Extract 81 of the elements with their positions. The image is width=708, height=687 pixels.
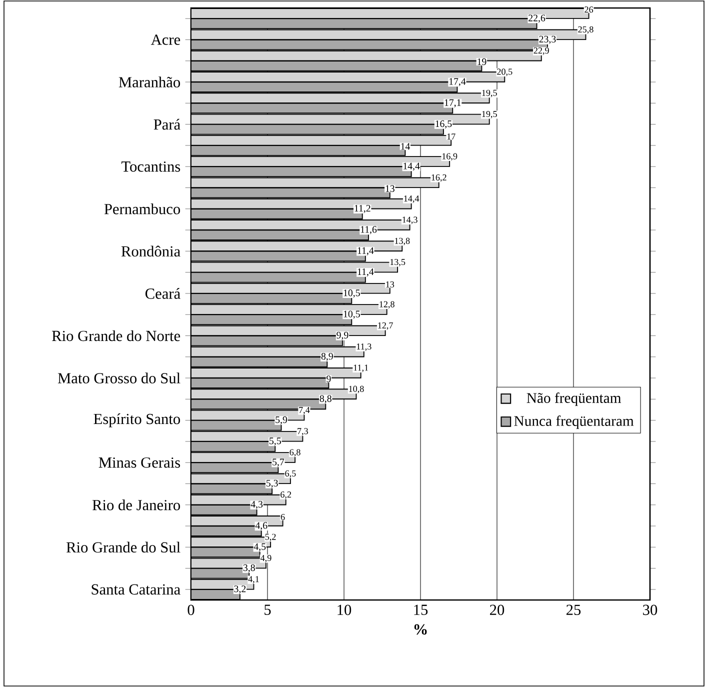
data-label: 4,1	[248, 576, 259, 584]
legend-label: Não freqüentam	[526, 392, 622, 406]
data-label: 6,8	[290, 449, 300, 457]
data-label: 25,8	[578, 26, 594, 34]
data-label: 3,2	[234, 586, 246, 594]
data-label: 11,6	[360, 226, 377, 234]
data-label: 8,8	[320, 395, 332, 404]
data-label: 11,4	[358, 268, 374, 277]
data-label: 19	[478, 58, 486, 66]
data-label: 5,3	[266, 480, 278, 488]
data-label: 4,5	[254, 543, 266, 552]
data-label: 7,3	[298, 428, 308, 436]
x-tick-label: 30	[643, 604, 658, 616]
data-label: 19,5	[482, 110, 497, 118]
data-label: 17,4	[449, 78, 466, 86]
x-tick-label: 0	[188, 604, 194, 616]
data-label: 17	[447, 134, 456, 140]
data-label: 13	[386, 281, 394, 288]
data-label: 16,2	[432, 174, 446, 182]
data-label: 9	[326, 376, 331, 382]
data-label: 13	[386, 185, 394, 192]
data-label: 4,6	[255, 522, 268, 530]
bar	[191, 378, 330, 388]
y-tick-label: Acre	[150, 34, 180, 45]
data-label: 6,5	[285, 470, 296, 478]
data-label: 19,5	[482, 90, 497, 98]
data-label: 16,5	[436, 120, 452, 129]
y-tick-label: Santa Catarina	[92, 584, 180, 595]
x-axis-title: %	[414, 624, 427, 635]
x-tick-label: 15	[414, 604, 428, 615]
data-label: 11,4	[358, 247, 374, 256]
data-label: 7,4	[299, 406, 310, 414]
data-label: 16,9	[442, 153, 458, 161]
y-tick-label: Rio Grande do Sul	[66, 542, 180, 553]
data-label: 23,3	[539, 36, 556, 44]
legend-label: Nunca freqüentaram	[514, 415, 634, 429]
data-label: 12,8	[380, 301, 394, 309]
data-label: 11,3	[356, 344, 372, 351]
data-label: 4,3	[250, 501, 263, 510]
data-label: 14,4	[404, 196, 420, 203]
data-label: 10,5	[344, 290, 360, 298]
data-label: 12,7	[378, 322, 393, 330]
data-label: 20,5	[497, 68, 512, 76]
y-tick-label: Pará	[154, 118, 180, 130]
y-tick-label: Minas Gerais	[98, 457, 180, 468]
y-tick-label: Rio de Janeiro	[92, 499, 180, 510]
y-tick-label: Tocantins	[121, 161, 180, 172]
data-label: 17,1	[444, 99, 461, 108]
data-label: 13,5	[390, 258, 406, 266]
data-label: 9,9	[336, 332, 348, 340]
data-label: 10,8	[349, 386, 364, 394]
y-tick-label: Maranhão	[118, 76, 180, 88]
data-label: 14,4	[404, 162, 420, 171]
x-tick-label: 5	[264, 604, 271, 615]
data-label: 8,9	[321, 352, 333, 362]
data-label: 11,1	[354, 364, 368, 372]
y-tick-label: Rio Grande do Norte	[52, 330, 180, 342]
data-label: 13,8	[395, 238, 410, 246]
data-label: 5,5	[270, 438, 281, 446]
data-label: 5,7	[272, 458, 284, 467]
data-label: 11,2	[354, 205, 370, 214]
data-label: 5,2	[265, 534, 276, 542]
data-label: 26	[584, 6, 594, 13]
y-tick-label: Pernambuco	[104, 203, 180, 214]
data-label: 22,6	[528, 14, 546, 23]
y-tick-label: Mato Grosso do Sul	[58, 372, 180, 384]
data-label: 14,3	[402, 216, 418, 224]
data-label: 10,5	[344, 310, 360, 319]
x-tick-label: 25	[566, 604, 581, 616]
data-label: 6,2	[280, 492, 292, 499]
x-tick-label: 20	[490, 604, 504, 616]
y-tick-label: Espírito Santo	[94, 413, 180, 428]
data-label: 5,9	[276, 416, 288, 425]
data-label: 14	[401, 143, 410, 150]
x-tick-label: 10	[338, 604, 352, 616]
data-label: 22,9	[534, 48, 549, 55]
y-tick-label: Rondônia	[121, 246, 180, 257]
data-label: 6	[280, 514, 285, 520]
data-label: 3,8	[243, 564, 255, 573]
data-label: 4,9	[260, 554, 272, 562]
y-tick-label: Ceará	[145, 288, 180, 299]
